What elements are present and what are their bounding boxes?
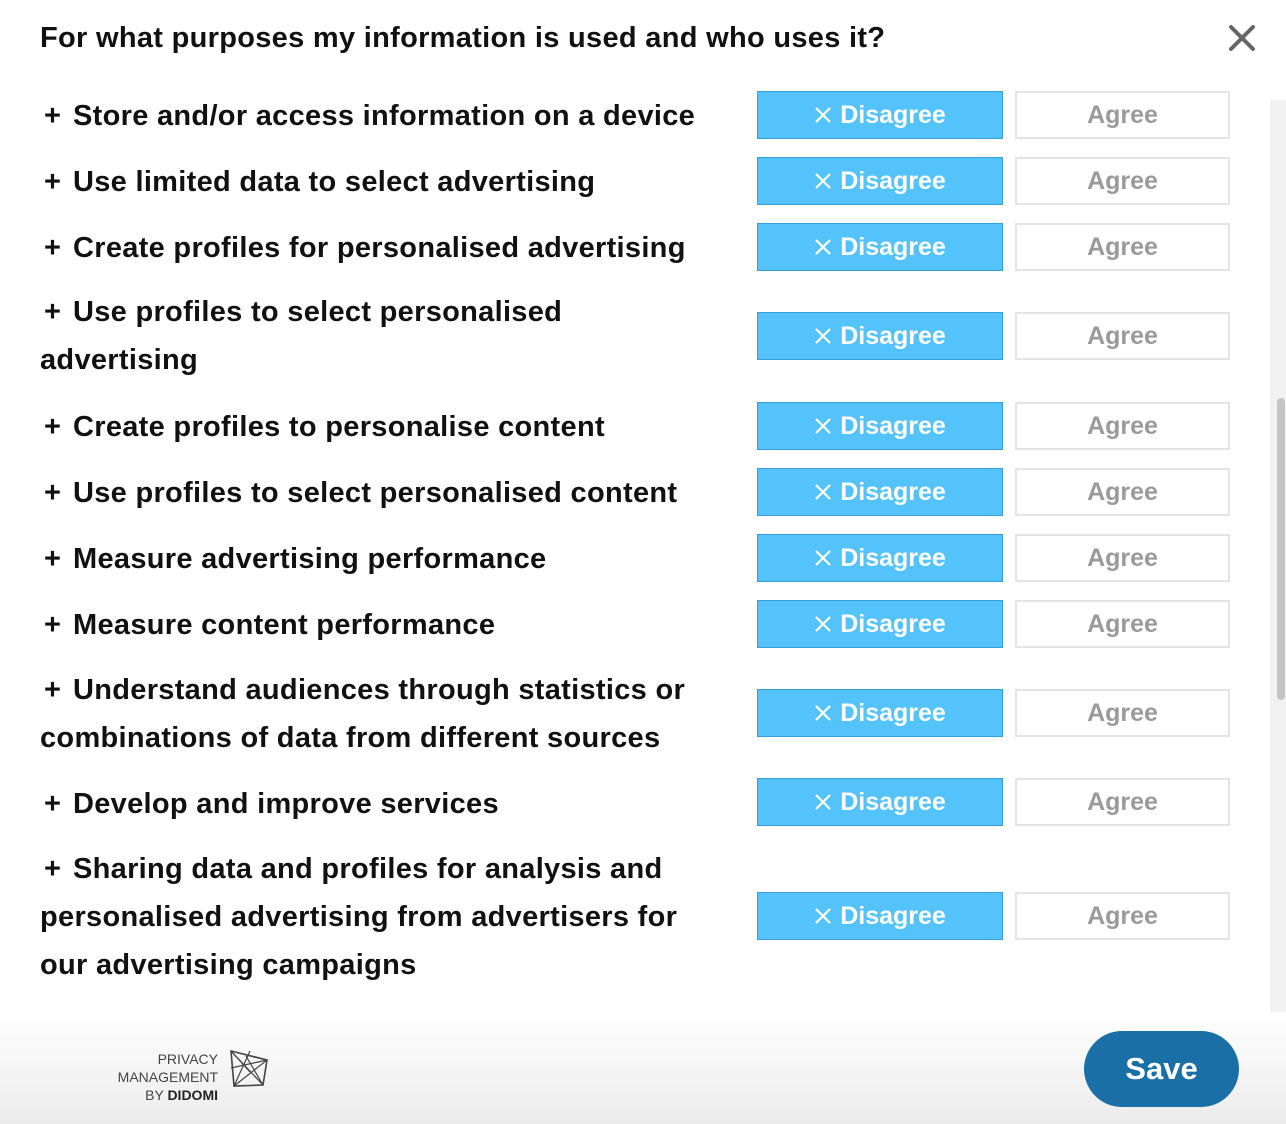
agree-button[interactable]: Agree	[1015, 689, 1230, 737]
page-title: For what purposes my information is used…	[40, 22, 886, 54]
disagree-button[interactable]: Disagree	[757, 157, 1003, 205]
purpose-label[interactable]: + Use limited data to select advertising	[40, 158, 710, 206]
purpose-label[interactable]: + Store and/or access information on a de…	[40, 92, 710, 140]
purpose-label[interactable]: + Use profiles to select personalised con…	[40, 469, 710, 517]
scrollbar-thumb[interactable]	[1277, 398, 1285, 700]
agree-button[interactable]: Agree	[1015, 223, 1230, 271]
x-icon	[815, 173, 831, 189]
disagree-button[interactable]: Disagree	[757, 402, 1003, 450]
disagree-button[interactable]: Disagree	[757, 778, 1003, 826]
expand-plus-icon: +	[44, 853, 62, 885]
disagree-button[interactable]: Disagree	[757, 223, 1003, 271]
disagree-button[interactable]: Disagree	[757, 600, 1003, 648]
purpose-label[interactable]: + Develop and improve services	[40, 780, 710, 828]
x-icon	[815, 794, 831, 810]
brand-text: PRIVACY MANAGEMENT BY DIDOMI	[64, 1050, 218, 1104]
expand-plus-icon: +	[44, 411, 62, 443]
disagree-button[interactable]: Disagree	[757, 892, 1003, 940]
dialog-footer: PRIVACY MANAGEMENT BY DIDOMI Save	[0, 1012, 1286, 1124]
brand-line: PRIVACY MANAGEMENT	[117, 1051, 218, 1085]
brand-by: BY	[145, 1087, 164, 1103]
disagree-button[interactable]: Disagree	[757, 468, 1003, 516]
agree-button[interactable]: Agree	[1015, 402, 1230, 450]
purpose-label[interactable]: + Understand audiences through statistics…	[40, 666, 720, 762]
disagree-button[interactable]: Disagree	[757, 689, 1003, 737]
dialog-header: For what purposes my information is used…	[0, 0, 1286, 90]
save-button[interactable]: Save	[1084, 1031, 1239, 1107]
x-icon	[815, 107, 831, 123]
disagree-button[interactable]: Disagree	[757, 312, 1003, 360]
x-icon	[815, 908, 831, 924]
purpose-label[interactable]: + Use profiles to select personalised adv…	[40, 288, 600, 384]
close-button[interactable]	[1222, 18, 1262, 58]
x-icon	[815, 616, 831, 632]
didomi-logo-icon	[230, 1049, 268, 1087]
agree-button[interactable]: Agree	[1015, 892, 1230, 940]
expand-plus-icon: +	[44, 100, 62, 132]
purpose-label[interactable]: + Create profiles to personalise content	[40, 403, 710, 451]
purpose-label[interactable]: + Measure content performance	[40, 601, 710, 649]
disagree-button[interactable]: Disagree	[757, 534, 1003, 582]
x-icon	[815, 418, 831, 434]
purpose-label[interactable]: + Measure advertising performance	[40, 535, 710, 583]
purpose-label[interactable]: + Create profiles for personalised advert…	[40, 224, 710, 272]
agree-button[interactable]: Agree	[1015, 157, 1230, 205]
x-icon	[815, 705, 831, 721]
agree-button[interactable]: Agree	[1015, 312, 1230, 360]
agree-button[interactable]: Agree	[1015, 778, 1230, 826]
close-icon	[1229, 25, 1255, 51]
agree-button[interactable]: Agree	[1015, 468, 1230, 516]
expand-plus-icon: +	[44, 609, 62, 641]
x-icon	[815, 328, 831, 344]
disagree-button[interactable]: Disagree	[757, 91, 1003, 139]
x-icon	[815, 239, 831, 255]
expand-plus-icon: +	[44, 166, 62, 198]
purposes-list[interactable]: + Store and/or access information on a de…	[0, 90, 1270, 1012]
expand-plus-icon: +	[44, 543, 62, 575]
expand-plus-icon: +	[44, 232, 62, 264]
agree-button[interactable]: Agree	[1015, 600, 1230, 648]
x-icon	[815, 484, 831, 500]
scrollbar[interactable]	[1270, 100, 1286, 1012]
brand-name: DIDOMI	[167, 1087, 218, 1103]
expand-plus-icon: +	[44, 674, 62, 706]
agree-button[interactable]: Agree	[1015, 91, 1230, 139]
expand-plus-icon: +	[44, 296, 62, 328]
expand-plus-icon: +	[44, 788, 62, 820]
x-icon	[815, 550, 831, 566]
agree-button[interactable]: Agree	[1015, 534, 1230, 582]
expand-plus-icon: +	[44, 477, 62, 509]
purpose-label[interactable]: + Sharing data and profiles for analysis …	[40, 845, 715, 989]
